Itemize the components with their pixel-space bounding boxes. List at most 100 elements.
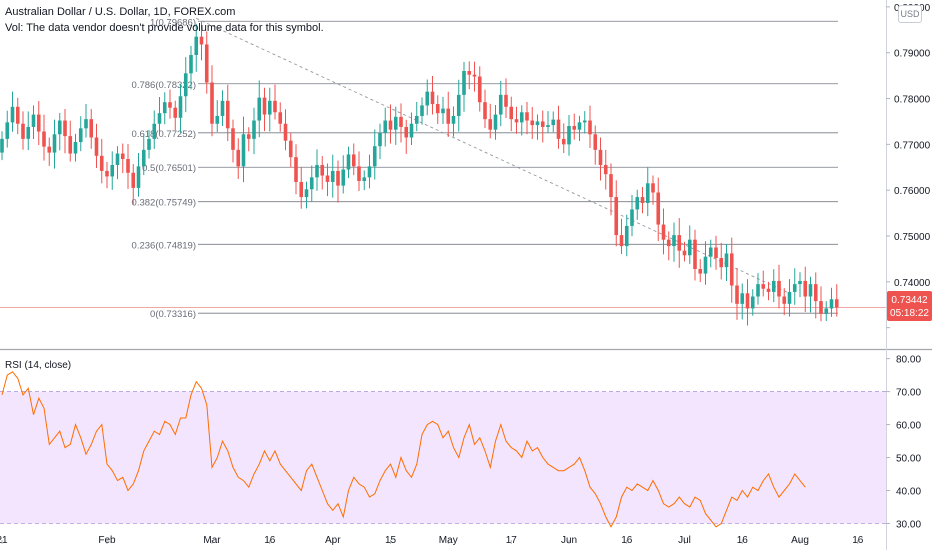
candle-body — [99, 155, 104, 171]
rsi-tick-label: 30.00 — [896, 520, 921, 531]
candle-body — [330, 170, 335, 182]
candle-body — [493, 114, 498, 130]
candle-body — [813, 284, 818, 302]
candle-body — [514, 119, 519, 123]
candle-body — [26, 126, 31, 139]
candle-body — [231, 128, 235, 150]
candle-body — [325, 175, 330, 182]
candle-body — [147, 138, 151, 150]
candle-body — [719, 258, 724, 268]
candle-body — [241, 134, 246, 167]
candle-body — [645, 183, 650, 204]
candle-body — [703, 256, 708, 274]
volume-note: Vol: The data vendor doesn't provide vol… — [5, 22, 324, 34]
candle-body — [798, 280, 802, 285]
candlestick-series — [0, 21, 839, 326]
candle-body — [105, 170, 109, 177]
time-tick-label: 17 — [506, 535, 518, 546]
candle-body — [194, 36, 199, 55]
candle-body — [656, 192, 661, 225]
currency-badge[interactable]: USD — [898, 5, 922, 23]
candle-body — [372, 146, 377, 167]
price-tick-label: 0.75000 — [894, 232, 931, 243]
candle-body — [94, 137, 99, 156]
candle-body — [52, 134, 57, 153]
time-tick-label: Jun — [561, 535, 577, 546]
candle-body — [556, 119, 561, 139]
candle-body — [351, 154, 356, 167]
time-tick-label: Mar — [203, 535, 221, 546]
candle-body — [262, 97, 267, 115]
candle-body — [315, 164, 319, 178]
candle-body — [157, 113, 162, 124]
candle-body — [745, 293, 750, 309]
candle-body — [551, 119, 556, 126]
candle-body — [677, 235, 682, 251]
trendline[interactable] — [196, 17, 790, 294]
candle-body — [68, 136, 73, 154]
time-tick-label: 16 — [852, 535, 864, 546]
candle-body — [693, 239, 697, 270]
candle-body — [698, 269, 703, 274]
candle-body — [546, 125, 550, 127]
candle-body — [561, 138, 566, 145]
candle-body — [525, 112, 529, 121]
time-tick-label: 21 — [0, 535, 8, 546]
candle-body — [78, 128, 83, 143]
time-tick-label: 16 — [264, 535, 276, 546]
candle-body — [792, 284, 797, 292]
candle-body — [21, 123, 25, 139]
candle-body — [136, 166, 141, 188]
candle-body — [666, 239, 671, 247]
candle-body — [57, 120, 62, 135]
candle-body — [714, 247, 718, 259]
candle-body — [766, 288, 771, 292]
candle-body — [462, 71, 466, 95]
candle-body — [252, 120, 256, 139]
price-tag-countdown: 05:18:22 — [890, 308, 929, 319]
candle-body — [619, 235, 624, 247]
fib-level-label: 0.618(0.77252) — [132, 129, 196, 140]
time-tick-label: Aug — [791, 535, 809, 546]
price-tick-label: 0.74000 — [894, 278, 931, 289]
candle-body — [47, 146, 52, 153]
candle-body — [425, 91, 430, 106]
time-tick-label: 16 — [737, 535, 749, 546]
candle-body — [168, 102, 172, 108]
rsi-tick-label: 80.00 — [896, 355, 921, 366]
candle-body — [367, 166, 372, 178]
candle-body — [598, 149, 603, 165]
candle-body — [819, 301, 823, 314]
candle-body — [588, 120, 592, 135]
candle-body — [0, 138, 4, 153]
candle-body — [336, 170, 340, 186]
time-tick-label: 16 — [621, 535, 633, 546]
candle-body — [614, 197, 619, 236]
price-tick-label: 0.76000 — [894, 186, 931, 197]
candle-body — [283, 123, 288, 141]
candle-body — [357, 166, 361, 182]
candle-body — [414, 115, 419, 124]
candle-body — [404, 126, 409, 138]
candle-body — [787, 291, 792, 304]
candle-body — [236, 149, 241, 167]
fib-level-label: 0.382(0.75749) — [132, 198, 196, 209]
candle-body — [593, 134, 598, 150]
candle-body — [36, 114, 41, 132]
candle-body — [115, 153, 120, 165]
candle-body — [582, 120, 587, 123]
candle-body — [540, 121, 545, 127]
candle-body — [409, 123, 414, 138]
candle-body — [435, 104, 440, 114]
price-tag-box — [887, 291, 932, 321]
price-tick-label: 0.78000 — [894, 95, 931, 106]
rsi-tick-label: 50.00 — [896, 454, 921, 465]
fib-level-label: 0.786(0.78322) — [132, 80, 196, 91]
candle-body — [609, 174, 613, 198]
candle-body — [761, 284, 766, 289]
candle-body — [771, 280, 776, 292]
candle-body — [5, 122, 10, 139]
candle-body — [15, 106, 20, 124]
candle-body — [273, 100, 277, 113]
candle-body — [393, 116, 398, 130]
